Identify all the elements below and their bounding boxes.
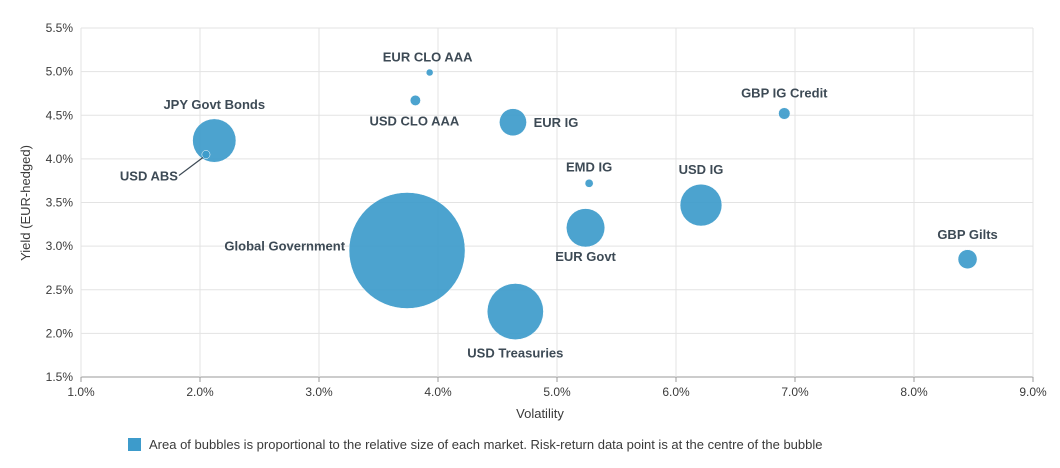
bubble [499,108,527,137]
bubble [486,283,544,340]
bubble-label: EUR IG [534,115,579,130]
y-axis-title: Yield (EUR-hedged) [18,145,33,261]
x-tick-label: 3.0% [305,385,333,399]
bubble [566,208,606,248]
bubble-label: GBP Gilts [937,227,997,242]
y-tick-label: 4.0% [46,152,74,166]
y-tick-labels: 1.5% 2.0% 2.5% 3.0% 3.5% 4.0% 4.5% 5.0% 5.5% [46,21,74,384]
bubble [409,94,421,106]
bubble [778,107,791,120]
legend-text: Area of bubbles is proportional to the r… [149,437,823,452]
bubble-labels: JPY Govt Bonds USD ABS EUR CLO AAA USD CLO … [120,49,998,360]
y-tick-label: 3.5% [46,196,74,210]
x-axis-title: Volatility [516,406,564,421]
y-tick-label: 5.0% [46,65,74,79]
x-tick-label: 9.0% [1019,385,1047,399]
bubble-label: USD Treasuries [467,346,563,361]
bubble-label: USD IG [679,162,724,177]
bubble [201,150,211,159]
x-tick-label: 8.0% [900,385,928,399]
legend-swatch [128,438,141,451]
y-tick-label: 2.5% [46,283,74,297]
grid-lines [80,27,1034,382]
x-tick-label: 7.0% [781,385,809,399]
bubble-label: EUR Govt [555,249,616,264]
bubble [192,118,237,163]
bubble [957,249,978,269]
bubble-label: USD CLO AAA [369,113,459,128]
leader-line [178,157,204,176]
y-tick-label: 4.5% [46,108,74,122]
x-tick-label: 2.0% [186,385,214,399]
y-tick-label: 5.5% [46,21,74,35]
bubble-label: EUR CLO AAA [383,49,473,64]
legend: Area of bubbles is proportional to the r… [128,437,823,452]
y-tick-label: 3.0% [46,239,74,253]
bubbles [192,68,978,340]
bubble-label: EMD IG [566,159,612,174]
x-tick-label: 4.0% [424,385,452,399]
y-tick-label: 1.5% [46,370,74,384]
bubble-label: Global Government [224,238,345,253]
bubble [584,178,594,188]
bubble-label: JPY Govt Bonds [163,97,265,112]
bubble [348,192,466,309]
bubble-label: USD ABS [120,169,178,184]
x-tick-labels: 1.0% 2.0% 3.0% 4.0% 5.0% 6.0% 7.0% 8.0% 9.0% [67,385,1047,399]
y-tick-label: 2.0% [46,326,74,340]
x-tick-label: 1.0% [67,385,95,399]
x-tick-label: 6.0% [662,385,690,399]
bubble [425,68,434,77]
bubble [679,183,723,227]
x-tick-label: 5.0% [543,385,571,399]
bubble-label: GBP IG Credit [741,86,828,101]
